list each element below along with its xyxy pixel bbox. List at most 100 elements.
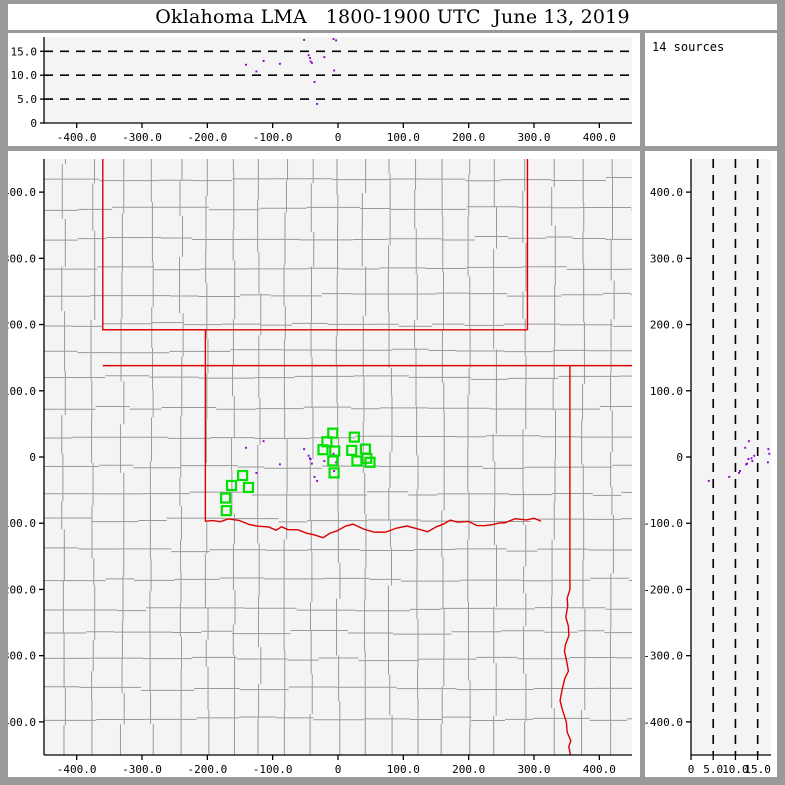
- x-tick-label: 300.0: [517, 763, 550, 776]
- x-tick-label: -100.0: [253, 763, 293, 776]
- lma-station-marker[interactable]: [220, 505, 232, 517]
- height-vs-east-plot[interactable]: 0 5.0 10.0 15.0 -400.0 -300.0 -200.0 -100.0 0 100…: [8, 33, 640, 146]
- source-point: [747, 440, 750, 443]
- y-tick-label: 200.0: [8, 319, 36, 332]
- x-tick-label: 400.0: [583, 763, 616, 776]
- source-point: [738, 471, 740, 474]
- source-point: [313, 81, 316, 83]
- y-tick-label: 300.0: [8, 252, 36, 265]
- source-point: [728, 475, 731, 478]
- source-point: [255, 471, 258, 474]
- source-point: [744, 446, 747, 449]
- y-tick-label: 15.0: [11, 45, 38, 58]
- y-tick-label: 400.0: [650, 186, 683, 199]
- source-point: [316, 479, 319, 482]
- source-point: [747, 458, 750, 460]
- lma-station-marker[interactable]: [327, 427, 339, 439]
- y-tick-label: -300.0: [8, 650, 36, 663]
- source-point: [323, 56, 326, 59]
- source-point: [707, 479, 710, 482]
- source-point: [278, 463, 281, 466]
- source-point: [307, 54, 310, 57]
- county-boundaries: [44, 159, 632, 755]
- source-point: [313, 475, 316, 478]
- x-tick-label: 0: [335, 763, 342, 776]
- source-point: [244, 446, 247, 449]
- lma-station-marker[interactable]: [317, 444, 329, 456]
- source-point: [333, 470, 336, 472]
- source-point: [750, 457, 753, 460]
- source-point: [262, 59, 265, 62]
- x-tick-label: -400.0: [57, 131, 97, 144]
- source-point: [309, 57, 311, 60]
- y-tick-label: 10.0: [11, 69, 38, 82]
- y-tick-label: -400.0: [645, 716, 683, 729]
- lma-station-marker[interactable]: [328, 467, 340, 479]
- y-tick-label: -200.0: [645, 583, 683, 596]
- source-point: [335, 461, 338, 464]
- lma-station-marker[interactable]: [242, 481, 255, 494]
- source-point: [309, 60, 312, 63]
- sources-count-panel: 14 sources: [645, 33, 777, 146]
- lma-station-marker[interactable]: [327, 455, 339, 467]
- plot-background: [691, 159, 771, 755]
- source-points: [244, 440, 338, 482]
- x-tick-label: 10.0: [722, 763, 749, 776]
- y-tick-label: 0: [676, 451, 683, 464]
- north-vs-height-plot[interactable]: -400.0 -300.0 -200.0 -100.0 0 100.0 200.0 300.0…: [645, 151, 777, 777]
- source-point: [262, 440, 265, 443]
- x-tick-label: 100.0: [387, 763, 420, 776]
- plot-background: [44, 37, 632, 123]
- source-point: [332, 38, 335, 40]
- y-tick-label: -100.0: [645, 517, 683, 530]
- lma-station-marker[interactable]: [237, 469, 249, 482]
- x-tick-label: 400.0: [583, 131, 616, 144]
- height-vs-east-panel: 0 5.0 10.0 15.0 -400.0 -300.0 -200.0 -100.0 0 100…: [8, 33, 640, 146]
- lma-station-marker[interactable]: [361, 452, 373, 464]
- source-point: [323, 460, 326, 462]
- source-point: [309, 458, 312, 460]
- source-point: [310, 61, 313, 64]
- source-point: [303, 448, 306, 451]
- source-point: [753, 454, 756, 457]
- source-point: [766, 461, 769, 464]
- x-tick-label: -300.0: [122, 131, 162, 144]
- lma-station-marker[interactable]: [225, 479, 238, 492]
- x-tick-label: 300.0: [517, 131, 550, 144]
- x-tick-label: -400.0: [57, 763, 97, 776]
- source-point: [244, 63, 247, 66]
- y-tick-label: 5.0: [17, 93, 37, 106]
- station-markers: [220, 427, 376, 517]
- x-tick-label: 200.0: [452, 763, 485, 776]
- source-point: [333, 69, 336, 72]
- source-point: [767, 448, 770, 451]
- source-point: [316, 102, 319, 105]
- state-boundaries: [102, 159, 632, 755]
- source-point: [278, 62, 281, 65]
- x-tick-label: 5.0: [703, 763, 723, 776]
- lma-station-marker[interactable]: [348, 431, 360, 443]
- y-tick-label: -200.0: [8, 583, 36, 596]
- x-tick-label: -200.0: [187, 763, 227, 776]
- x-tick-label: -300.0: [122, 763, 162, 776]
- source-point: [335, 39, 338, 42]
- title-bar: Oklahoma LMA 1800-1900 UTC June 13, 2019: [8, 4, 777, 30]
- page-title: Oklahoma LMA 1800-1900 UTC June 13, 2019: [155, 6, 630, 28]
- x-tick-label: -200.0: [187, 131, 227, 144]
- y-tick-label: 200.0: [650, 319, 683, 332]
- sources-count-label: 14 sources: [652, 40, 725, 54]
- y-tick-label: 300.0: [650, 252, 683, 265]
- source-point: [303, 38, 306, 41]
- y-tick-label: -100.0: [8, 517, 36, 530]
- lma-station-marker[interactable]: [220, 492, 232, 504]
- x-tick-label: 0: [688, 763, 695, 776]
- y-tick-label: -400.0: [8, 716, 36, 729]
- x-tick-label: 200.0: [452, 131, 485, 144]
- lma-station-marker[interactable]: [346, 444, 358, 456]
- source-point: [255, 70, 258, 73]
- plan-view-map-plot[interactable]: -400.0 -300.0 -200.0 -100.0 0 100.0 200.0 300.0…: [8, 151, 640, 777]
- source-point: [332, 452, 335, 455]
- y-tick-label: 100.0: [8, 385, 36, 398]
- source-point: [745, 463, 748, 466]
